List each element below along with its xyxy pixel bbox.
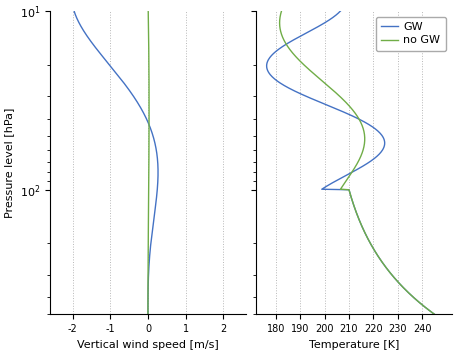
GW xyxy=(365,237,370,241)
GW xyxy=(337,9,342,13)
no GW xyxy=(365,237,370,241)
Y-axis label: Pressure level [hPa]: Pressure level [hPa] xyxy=(5,108,15,218)
X-axis label: Vertical wind speed [m/s]: Vertical wind speed [m/s] xyxy=(77,339,218,349)
no GW xyxy=(328,87,334,91)
GW xyxy=(287,87,293,91)
X-axis label: Temperature [K]: Temperature [K] xyxy=(308,339,398,349)
no GW xyxy=(345,188,351,192)
no GW xyxy=(300,63,306,67)
GW xyxy=(431,312,436,316)
GW xyxy=(263,63,269,67)
Line: GW: GW xyxy=(266,11,434,314)
GW xyxy=(345,188,351,192)
no GW xyxy=(278,9,283,13)
Line: no GW: no GW xyxy=(279,11,434,314)
no GW xyxy=(360,146,365,150)
no GW xyxy=(353,211,359,216)
Legend: GW, no GW: GW, no GW xyxy=(375,17,445,51)
GW xyxy=(380,146,385,150)
GW xyxy=(353,211,359,216)
no GW xyxy=(431,312,436,316)
